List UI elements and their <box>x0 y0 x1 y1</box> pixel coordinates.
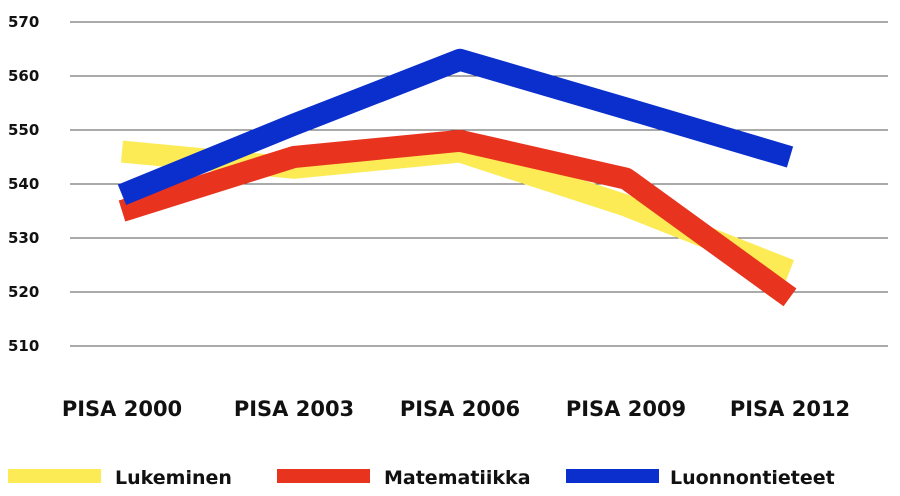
series-lines <box>117 48 797 307</box>
x-category-label: PISA 2006 <box>400 397 520 421</box>
y-tick-label: 550 <box>8 121 39 139</box>
x-category-label: PISA 2009 <box>566 397 686 421</box>
legend-label: Matematiikka <box>384 467 531 489</box>
x-category-label: PISA 2003 <box>234 397 354 421</box>
x-axis-categories: PISA 2000 PISA 2003 PISA 2006 PISA 2009 PISA… <box>62 397 850 421</box>
legend-swatch-matematiikka <box>277 469 370 483</box>
x-category-label: PISA 2000 <box>62 397 182 421</box>
legend-label: Lukeminen <box>115 467 232 489</box>
y-tick-label: 530 <box>8 229 39 247</box>
legend-label: Luonnontieteet <box>670 467 835 489</box>
series-line-matematiikka <box>118 129 797 307</box>
series-line-luonnontieteet <box>117 48 794 205</box>
legend-swatch-lukeminen <box>8 469 101 483</box>
legend-swatch-luonnontieteet <box>566 469 659 483</box>
y-tick-label: 560 <box>8 67 39 85</box>
x-category-label: PISA 2012 <box>730 397 850 421</box>
y-tick-label: 540 <box>8 175 39 193</box>
legend: Lukeminen Matematiikka Luonnontieteet <box>8 467 835 489</box>
y-tick-label: 570 <box>8 13 39 31</box>
y-tick-label: 510 <box>8 337 39 355</box>
y-axis-ticks: 510 520 530 540 550 560 570 <box>8 13 39 355</box>
y-tick-label: 520 <box>8 283 39 301</box>
